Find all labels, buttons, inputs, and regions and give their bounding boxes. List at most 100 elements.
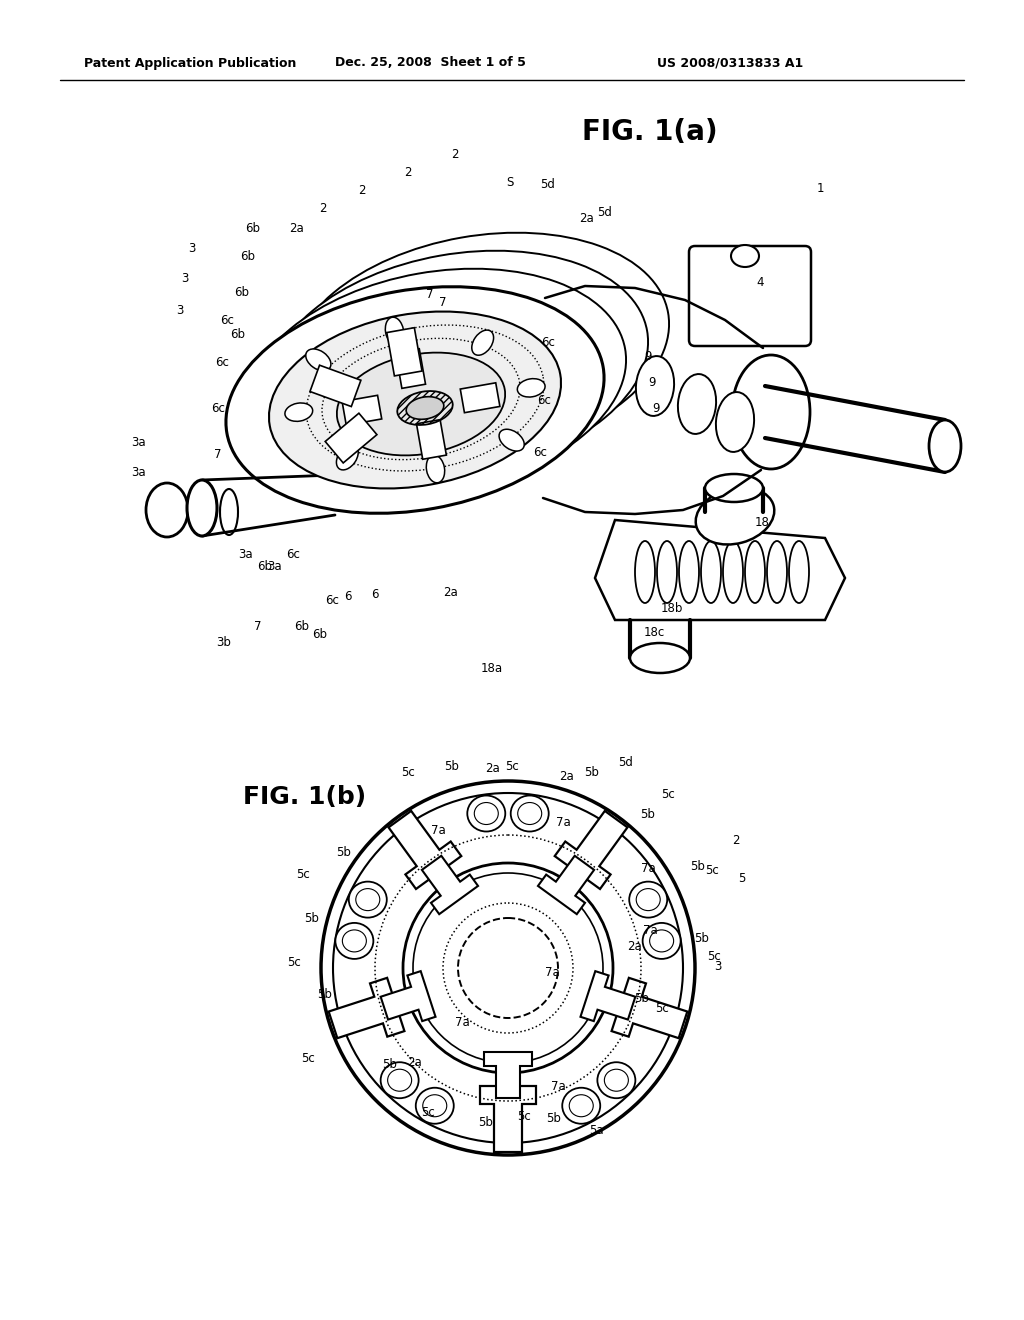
Polygon shape xyxy=(381,972,435,1022)
Text: 3: 3 xyxy=(715,960,722,973)
Text: 5b: 5b xyxy=(317,989,333,1002)
Text: Patent Application Publication: Patent Application Publication xyxy=(84,57,296,70)
Text: 3b: 3b xyxy=(216,636,231,649)
Text: US 2008/0313833 A1: US 2008/0313833 A1 xyxy=(656,57,803,70)
Text: 3a: 3a xyxy=(131,437,145,450)
Text: 7a: 7a xyxy=(431,824,445,837)
Text: 5b: 5b xyxy=(383,1057,397,1071)
Text: 9: 9 xyxy=(648,375,655,388)
Ellipse shape xyxy=(517,379,545,397)
Text: 3a: 3a xyxy=(238,548,252,561)
Ellipse shape xyxy=(716,392,754,451)
Polygon shape xyxy=(422,855,478,915)
Ellipse shape xyxy=(349,882,387,917)
Text: 6b: 6b xyxy=(230,329,246,342)
Ellipse shape xyxy=(629,882,668,917)
Text: 3: 3 xyxy=(188,242,196,255)
Ellipse shape xyxy=(187,480,217,536)
Text: 1: 1 xyxy=(816,181,823,194)
Ellipse shape xyxy=(929,420,961,473)
Text: 5a: 5a xyxy=(589,1123,603,1137)
Text: 7: 7 xyxy=(214,447,222,461)
Text: FIG. 1(b): FIG. 1(b) xyxy=(243,785,367,809)
Text: 6c: 6c xyxy=(537,393,551,407)
Text: 5b: 5b xyxy=(585,766,599,779)
Text: 5c: 5c xyxy=(706,863,719,876)
Ellipse shape xyxy=(270,251,648,478)
Text: 7: 7 xyxy=(254,620,262,634)
Text: 5c: 5c xyxy=(287,956,301,969)
Text: 2: 2 xyxy=(404,165,412,178)
Text: 2: 2 xyxy=(732,833,739,846)
Ellipse shape xyxy=(337,445,358,470)
Ellipse shape xyxy=(678,374,716,434)
Ellipse shape xyxy=(291,232,669,459)
Ellipse shape xyxy=(562,1088,600,1123)
Polygon shape xyxy=(387,327,422,376)
Text: 6c: 6c xyxy=(534,446,547,458)
Text: 6: 6 xyxy=(344,590,352,603)
Text: 7a: 7a xyxy=(551,1080,565,1093)
Text: 6b: 6b xyxy=(246,222,260,235)
Ellipse shape xyxy=(269,312,561,488)
Ellipse shape xyxy=(413,873,603,1063)
Ellipse shape xyxy=(285,403,312,421)
Polygon shape xyxy=(326,413,377,463)
Ellipse shape xyxy=(597,1063,635,1098)
Polygon shape xyxy=(484,1052,532,1098)
Polygon shape xyxy=(538,855,594,915)
Text: FIG. 1(a): FIG. 1(a) xyxy=(583,117,718,147)
Text: S: S xyxy=(506,176,514,189)
Polygon shape xyxy=(595,520,845,620)
Polygon shape xyxy=(395,348,426,388)
Text: 7: 7 xyxy=(426,288,434,301)
Text: 18a: 18a xyxy=(481,661,503,675)
Ellipse shape xyxy=(146,483,188,537)
Text: 5: 5 xyxy=(738,871,745,884)
Ellipse shape xyxy=(321,781,695,1155)
Text: 5c: 5c xyxy=(517,1110,530,1123)
Ellipse shape xyxy=(630,643,690,673)
Text: 6c: 6c xyxy=(541,335,555,348)
Ellipse shape xyxy=(732,355,810,469)
Text: 6: 6 xyxy=(372,587,379,601)
Polygon shape xyxy=(417,420,446,459)
Text: 5b: 5b xyxy=(641,808,655,821)
Text: 7a: 7a xyxy=(545,965,559,978)
Ellipse shape xyxy=(643,923,681,958)
Text: 4: 4 xyxy=(757,276,764,289)
Text: 3: 3 xyxy=(181,272,188,285)
Text: 2a: 2a xyxy=(579,211,593,224)
Text: 2a: 2a xyxy=(559,770,573,783)
Text: 2: 2 xyxy=(319,202,327,214)
Text: 6b: 6b xyxy=(295,619,309,632)
Text: 7a: 7a xyxy=(455,1015,469,1028)
Polygon shape xyxy=(342,395,382,425)
Text: 9: 9 xyxy=(652,401,659,414)
Polygon shape xyxy=(388,810,461,888)
Polygon shape xyxy=(611,978,687,1038)
Text: 2a: 2a xyxy=(628,940,642,953)
Text: 5b: 5b xyxy=(547,1111,561,1125)
Polygon shape xyxy=(310,366,360,407)
Text: 3a: 3a xyxy=(131,466,145,479)
Text: 6c: 6c xyxy=(220,314,233,326)
Ellipse shape xyxy=(636,356,674,416)
Text: 5b: 5b xyxy=(478,1117,494,1130)
Ellipse shape xyxy=(407,397,443,420)
Text: 2: 2 xyxy=(452,149,459,161)
Text: 5d: 5d xyxy=(541,177,555,190)
Text: 5b: 5b xyxy=(635,991,649,1005)
Ellipse shape xyxy=(337,352,505,455)
Text: 2a: 2a xyxy=(484,762,500,775)
Text: 7a: 7a xyxy=(641,862,655,875)
Polygon shape xyxy=(460,383,500,413)
Text: 9: 9 xyxy=(644,351,651,363)
Text: 7a: 7a xyxy=(643,924,657,937)
Text: Dec. 25, 2008  Sheet 1 of 5: Dec. 25, 2008 Sheet 1 of 5 xyxy=(335,57,525,70)
Text: 5d: 5d xyxy=(618,755,634,768)
Text: 5b: 5b xyxy=(444,759,460,772)
Text: 6c: 6c xyxy=(286,548,300,561)
Polygon shape xyxy=(581,972,635,1022)
Ellipse shape xyxy=(403,863,613,1073)
